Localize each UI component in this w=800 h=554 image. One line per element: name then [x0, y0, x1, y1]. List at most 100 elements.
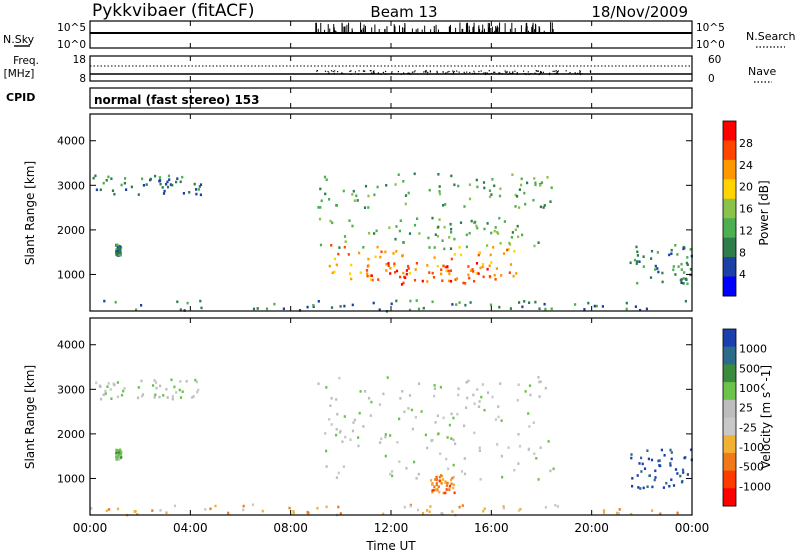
heatmap-cell — [440, 482, 443, 485]
heatmap-cell — [363, 390, 367, 393]
heatmap-cell — [122, 389, 125, 393]
heatmap-cell — [491, 178, 494, 181]
freq-point — [384, 73, 386, 75]
xaxis-label: Time UT — [365, 539, 416, 553]
freq-point — [424, 70, 426, 72]
freq-point — [483, 72, 485, 74]
heatmap-cell — [441, 279, 444, 282]
freq-point — [426, 73, 428, 75]
heatmap-cell — [282, 307, 285, 311]
heatmap-cell — [214, 504, 217, 508]
heatmap-cell — [103, 299, 106, 303]
freq-point — [579, 73, 582, 76]
heatmap-cell — [405, 467, 408, 470]
heatmap-cell — [433, 246, 436, 249]
heatmap-cell — [107, 382, 110, 385]
heatmap-cell — [416, 508, 420, 512]
colorbar-swatch — [723, 329, 736, 348]
freq-point — [535, 70, 537, 72]
heatmap-cell — [374, 255, 377, 259]
heatmap-cell — [124, 177, 127, 180]
freq-top-tick: 18 — [73, 54, 86, 66]
heatmap-cell — [319, 243, 323, 247]
heatmap-cell — [670, 451, 673, 454]
heatmap-cell — [400, 283, 404, 286]
heatmap-cell — [417, 382, 421, 385]
heatmap-cell — [120, 393, 124, 397]
heatmap-cell — [116, 453, 119, 456]
heatmap-cell — [389, 434, 392, 437]
heatmap-cell — [498, 216, 501, 220]
heatmap-cell — [449, 222, 452, 226]
colorbar-tick-label: 8 — [739, 246, 746, 259]
heatmap-cell — [438, 192, 442, 196]
power-colorbar-label: Power [dB] — [757, 180, 771, 245]
heatmap-cell — [402, 271, 405, 275]
heatmap-cell — [306, 305, 309, 309]
freq-point — [579, 70, 581, 72]
heatmap-cell — [176, 177, 179, 180]
heatmap-cell — [544, 307, 547, 311]
heatmap-cell — [481, 383, 484, 386]
colorbar-swatch — [723, 159, 736, 180]
heatmap-cell — [366, 272, 369, 275]
heatmap-cell — [437, 485, 440, 488]
heatmap-cell — [273, 302, 276, 306]
heatmap-cell — [426, 509, 429, 512]
heatmap-cell — [178, 388, 181, 392]
heatmap-cell — [351, 224, 354, 228]
freq-point — [372, 72, 375, 74]
heatmap-cell — [335, 428, 338, 431]
heatmap-cell — [486, 244, 489, 247]
heatmap-cell — [435, 476, 438, 480]
heatmap-cell — [642, 255, 645, 258]
heatmap-cell — [471, 268, 474, 271]
colorbar-swatch — [723, 382, 736, 401]
heatmap-cell — [473, 402, 476, 406]
heatmap-cell — [486, 222, 489, 225]
heatmap-cell — [523, 191, 526, 195]
heatmap-cell — [351, 193, 354, 196]
heatmap-cell — [116, 381, 119, 384]
freq-point — [349, 70, 351, 73]
heatmap-cell — [461, 504, 464, 507]
heatmap-cell — [408, 272, 411, 275]
heatmap-cell — [547, 440, 550, 443]
heatmap-cell — [448, 272, 451, 276]
heatmap-cell — [465, 245, 468, 249]
heatmap-cell — [193, 182, 196, 186]
heatmap-cell — [639, 308, 642, 312]
heatmap-cell — [335, 204, 338, 207]
heatmap-cell — [339, 305, 342, 308]
colorbar-swatch — [723, 276, 736, 297]
heatmap-cell — [153, 396, 156, 399]
heatmap-cell — [446, 436, 449, 439]
heatmap-cell — [532, 198, 535, 202]
heatmap-cell — [449, 478, 453, 482]
heatmap-cell — [449, 280, 453, 283]
heatmap-cell — [676, 511, 679, 515]
heatmap-cell — [469, 301, 472, 304]
nave-bottom-tick: 0 — [708, 73, 715, 85]
nsearch-top-tick: 10^5 — [696, 22, 725, 34]
heatmap-cell — [159, 384, 162, 388]
heatmap-cell — [352, 189, 355, 193]
heatmap-cell — [447, 269, 450, 273]
colorbar-swatch — [723, 198, 736, 219]
heatmap-cell — [534, 183, 537, 187]
heatmap-cell — [488, 189, 492, 192]
heatmap-cell — [363, 206, 367, 209]
freq-point — [539, 72, 541, 74]
heatmap-cell — [618, 508, 621, 511]
freq-point — [555, 70, 557, 72]
heatmap-cell — [549, 469, 552, 473]
heatmap-cell — [387, 264, 390, 268]
freq-point — [328, 72, 330, 74]
heatmap-cell — [376, 245, 379, 249]
heatmap-cell — [682, 277, 685, 280]
heatmap-cell — [661, 280, 664, 284]
heatmap-cell — [649, 276, 653, 279]
heatmap-cell — [373, 193, 376, 197]
heatmap-cell — [391, 474, 394, 478]
heatmap-cell — [634, 305, 637, 308]
